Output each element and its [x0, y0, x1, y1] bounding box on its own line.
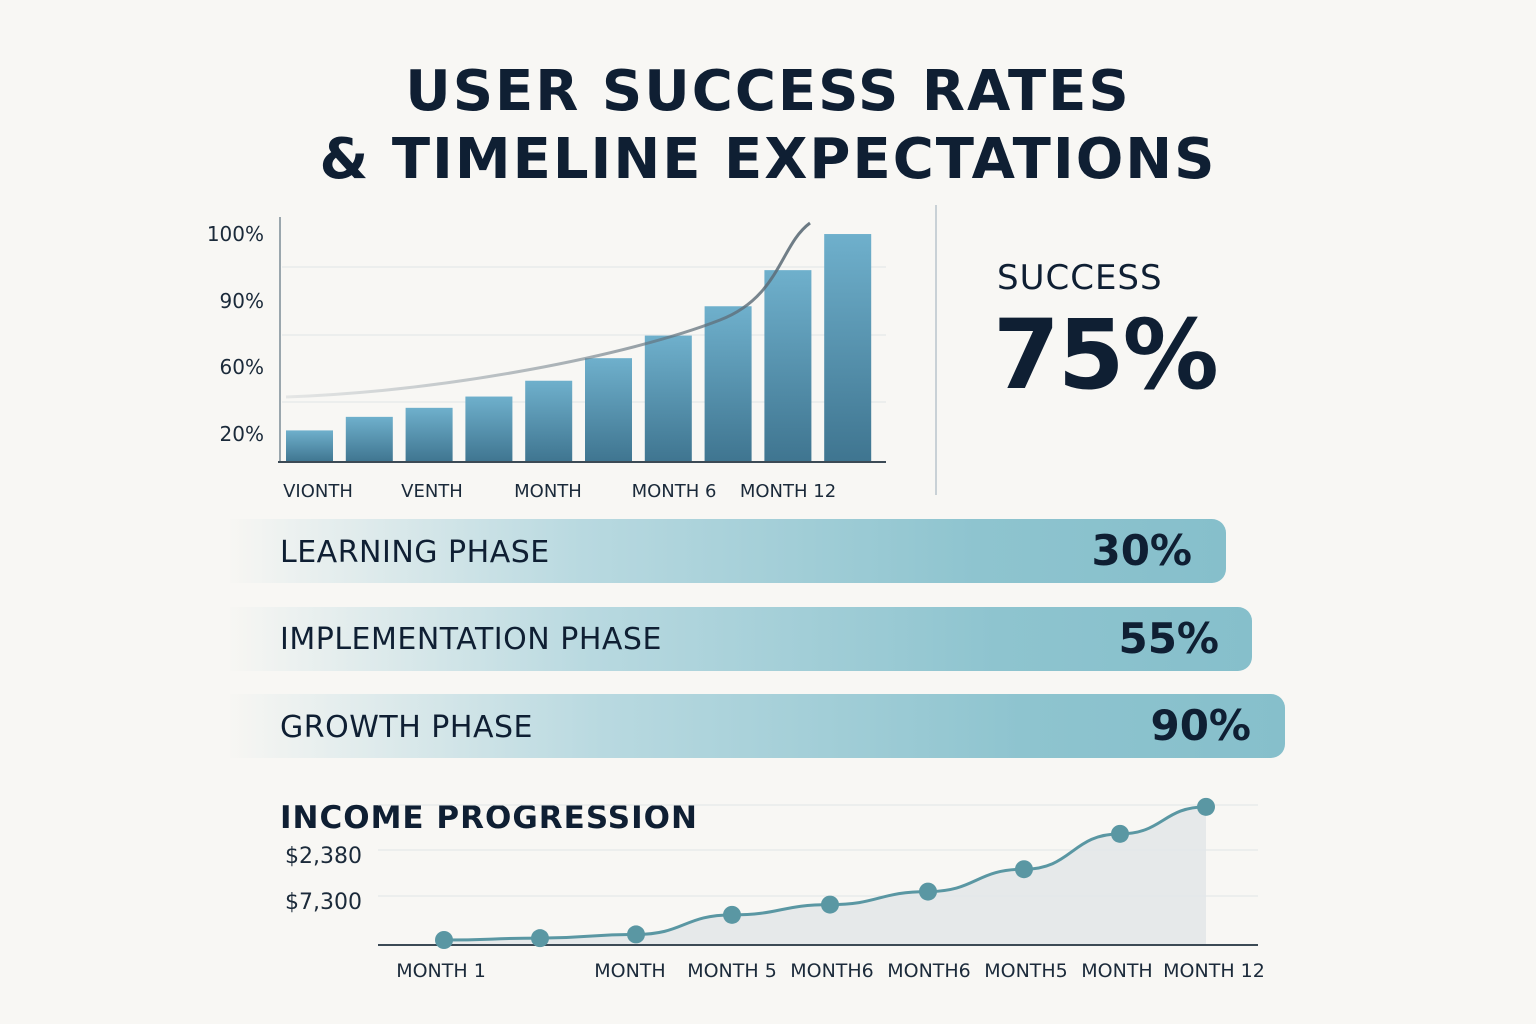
- title-line-2: & TIMELINE EXPECTATIONS: [319, 127, 1217, 192]
- data-point: [1015, 860, 1033, 879]
- income-area-fill: [444, 806, 1206, 945]
- growth-phase-bar: [230, 694, 1285, 758]
- x-tick-label: VENTH: [401, 481, 463, 502]
- implementation-phase-label: IMPLEMENTATION PHASE: [280, 622, 662, 657]
- bar: [465, 396, 513, 462]
- x-tick-label: MONTH: [1081, 960, 1152, 982]
- x-tick-label: MONTH6: [887, 960, 971, 982]
- y-tick-label: 100%: [207, 222, 264, 246]
- success-bar-chart: 20% 60% 90% 100% VIONTH VENTH MONTH MONTH 6 MON…: [207, 217, 886, 502]
- title-line-1: USER SUCCESS RATES: [405, 59, 1131, 124]
- growth-phase-label: GROWTH PHASE: [280, 710, 533, 745]
- x-tick-label: MONTH 6: [632, 481, 717, 502]
- learning-phase-label: LEARNING PHASE: [280, 535, 550, 570]
- data-point: [1197, 797, 1215, 816]
- bar: [704, 306, 752, 462]
- growth-phase-value: 90%: [1150, 701, 1251, 750]
- x-tick-label: MONTH 12: [740, 481, 836, 502]
- x-tick-label: MONTH: [594, 960, 665, 982]
- bar: [585, 358, 632, 462]
- trend-line: [285, 221, 811, 399]
- income-area-chart: $2,380 $7,300 MONTH 1 MONTH MONTH 5 MONTH6 MO…: [285, 797, 1265, 982]
- implementation-phase-value: 55%: [1118, 614, 1219, 663]
- data-point: [723, 905, 741, 924]
- data-point: [627, 925, 645, 944]
- income-chart-title: INCOME PROGRESSION: [280, 800, 698, 836]
- x-tick-label: MONTH5: [984, 960, 1068, 982]
- x-tick-label: MONTH 12: [1163, 960, 1265, 982]
- page-title: USER SUCCESS RATES & TIMELINE EXPECTATIO…: [0, 58, 1536, 194]
- x-tick-label: VIONTH: [283, 481, 353, 502]
- data-point: [821, 895, 839, 914]
- implementation-phase-bar: [230, 607, 1252, 671]
- y-tick-label: $2,380: [285, 844, 362, 869]
- data-point: [435, 931, 453, 949]
- bar: [644, 335, 692, 462]
- bar: [286, 430, 333, 462]
- bar: [824, 234, 872, 462]
- x-tick-label: MONTH 1: [396, 960, 486, 982]
- success-value: 75%: [993, 299, 1219, 411]
- y-tick-label: 20%: [220, 422, 264, 446]
- learning-phase-value: 30%: [1091, 526, 1192, 575]
- success-label: SUCCESS: [997, 258, 1163, 298]
- x-tick-label: MONTH6: [790, 960, 874, 982]
- bar: [525, 380, 573, 462]
- x-tick-label: MONTH: [514, 481, 582, 502]
- data-point: [919, 882, 937, 901]
- bar: [345, 416, 393, 462]
- bar: [764, 270, 812, 462]
- y-tick-label: 90%: [220, 289, 264, 313]
- bar: [405, 407, 453, 462]
- data-point: [531, 929, 549, 948]
- data-point: [1111, 824, 1129, 843]
- x-tick-label: MONTH 5: [687, 960, 777, 982]
- learning-phase-bar: [230, 519, 1226, 583]
- y-tick-label: $7,300: [285, 890, 362, 915]
- section-divider: [935, 205, 937, 495]
- y-tick-label: 60%: [220, 355, 264, 379]
